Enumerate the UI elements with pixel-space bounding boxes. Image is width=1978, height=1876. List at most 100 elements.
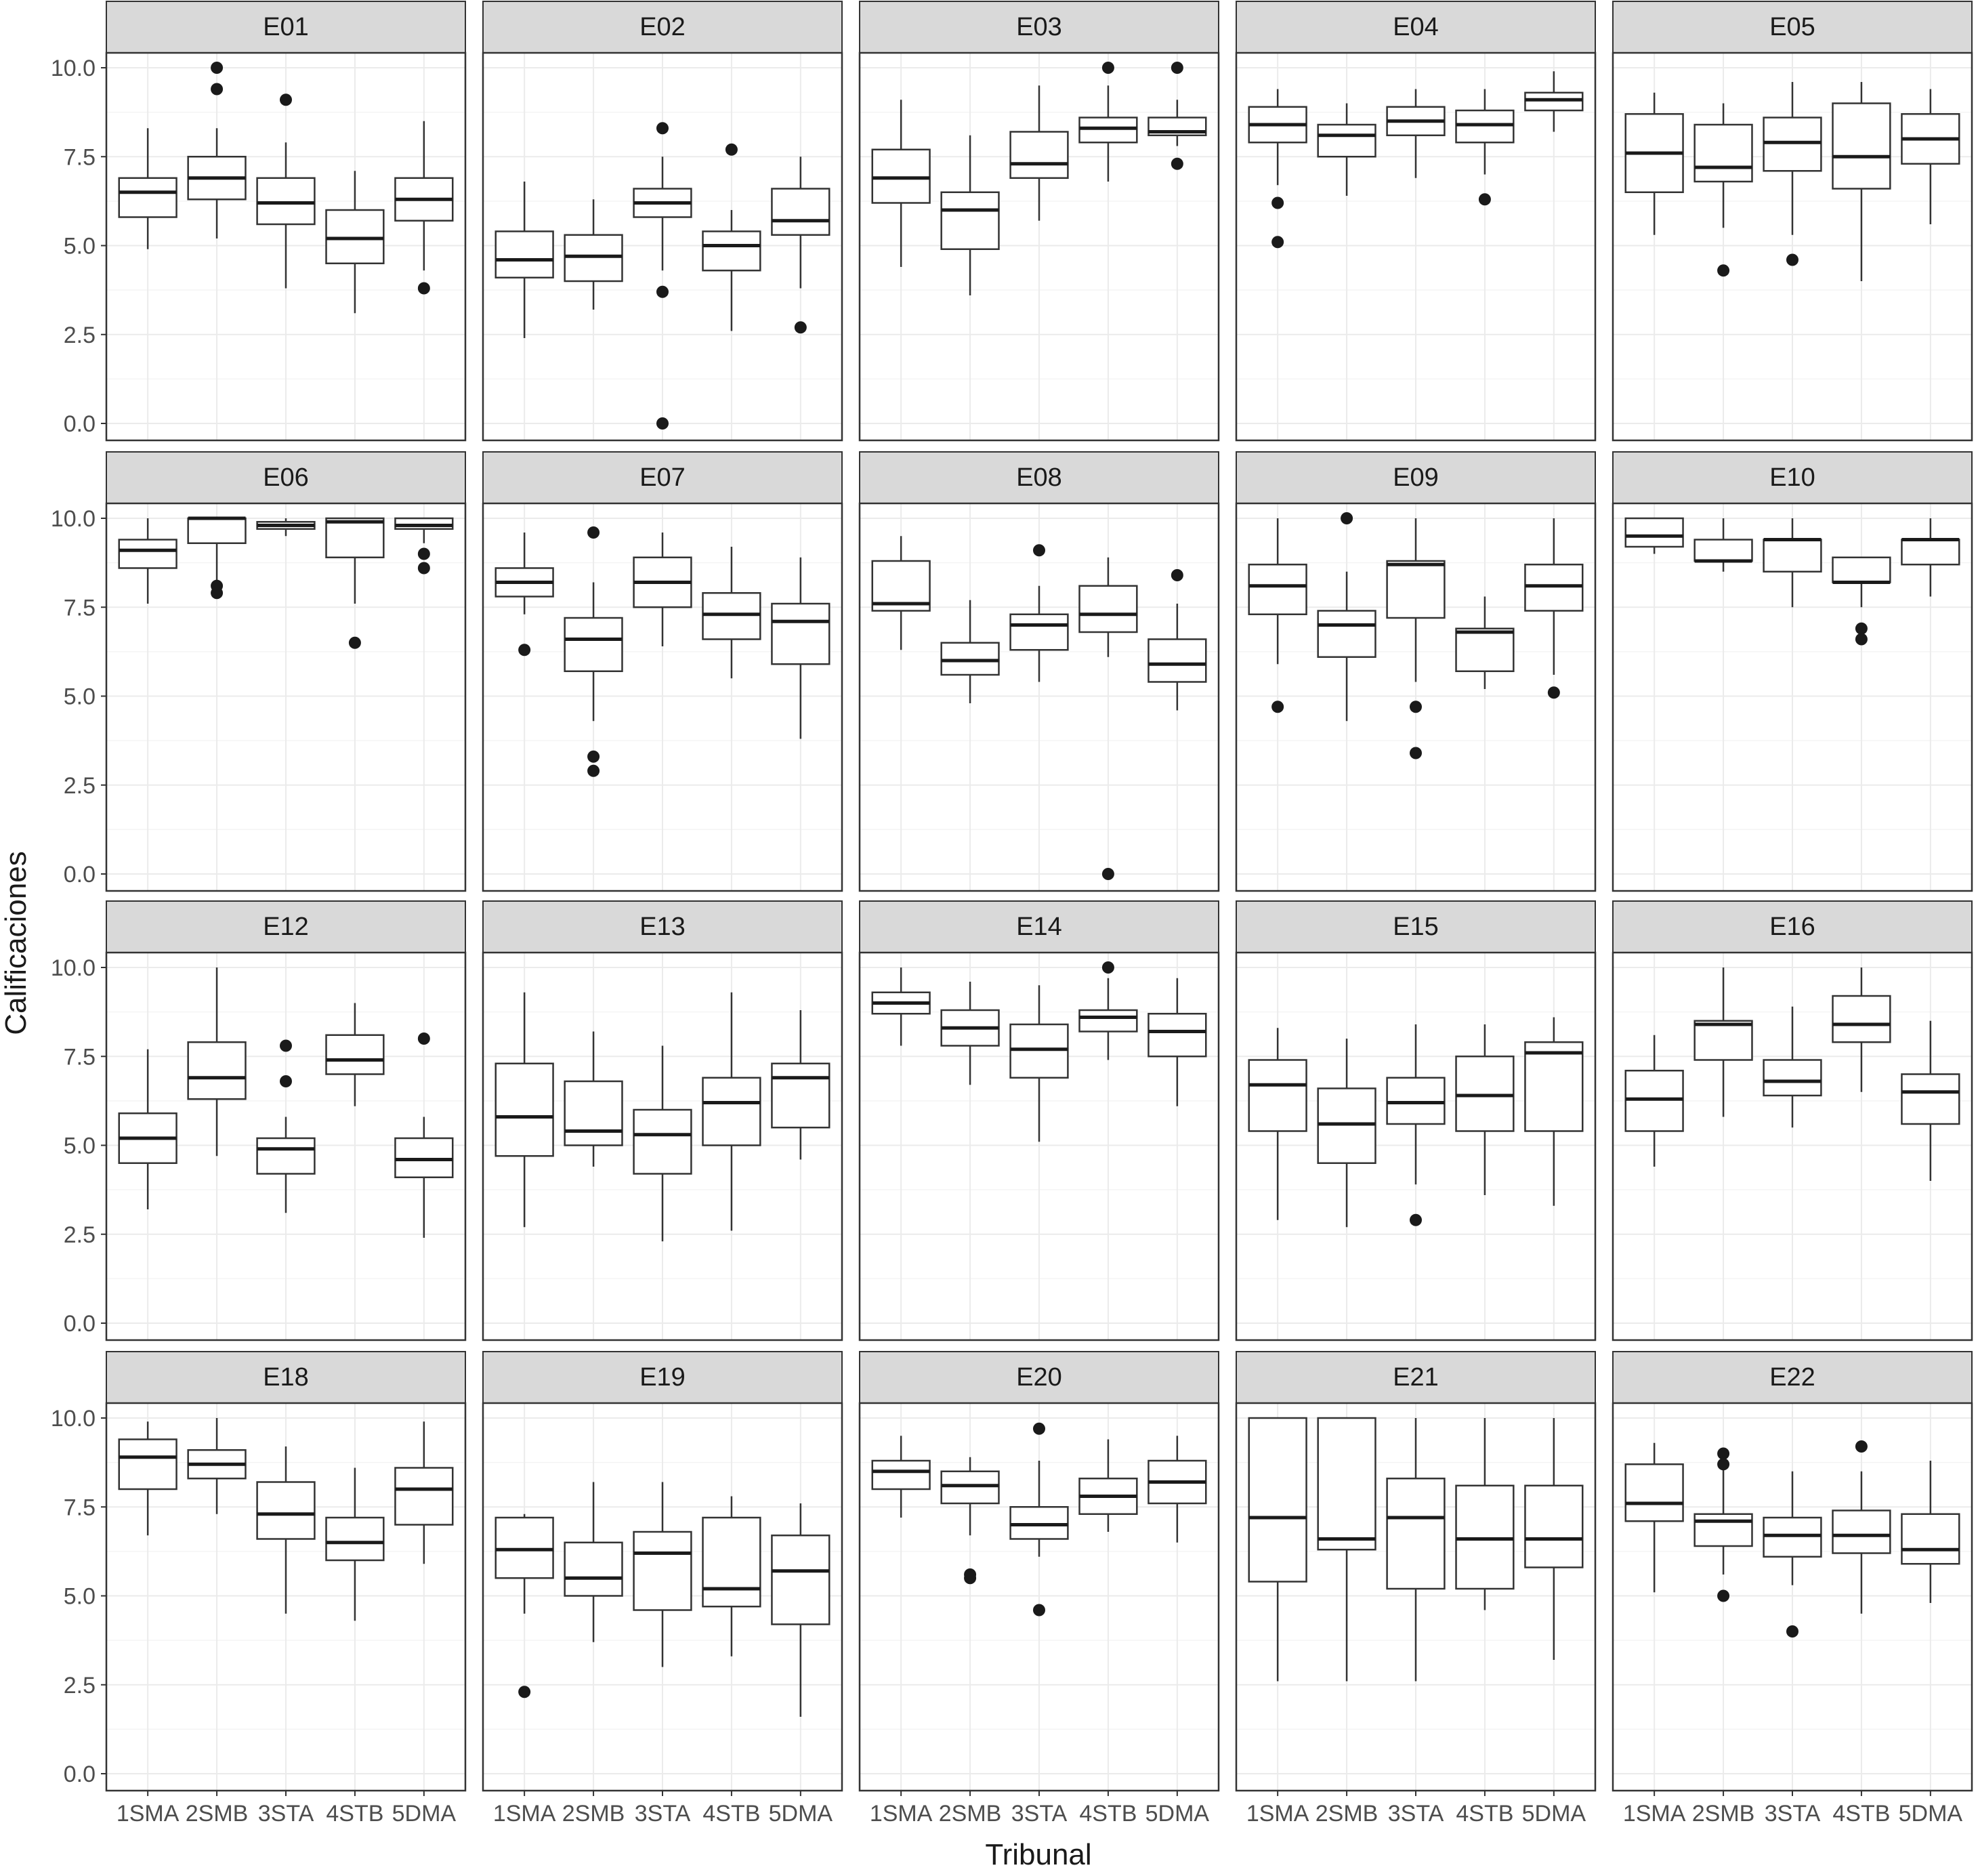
x-tick-label: 2SMB <box>1692 1801 1755 1827</box>
iqr-box <box>1524 1484 1584 1568</box>
outlier-point <box>1033 1422 1045 1435</box>
outlier-point <box>211 587 224 600</box>
box-5dma <box>1148 978 1207 1106</box>
box-2smb <box>564 199 623 310</box>
iqr-box <box>1009 1023 1069 1079</box>
box-5dma <box>394 517 454 575</box>
box-4stb <box>702 143 761 331</box>
facet-panel-e09: E09 <box>1235 451 1597 892</box>
iqr-box <box>1455 1056 1515 1132</box>
iqr-box <box>1455 1484 1515 1590</box>
box-3sta <box>1763 82 1822 266</box>
box-1sma <box>871 967 931 1046</box>
box-4stb <box>325 1003 385 1106</box>
y-tick-label: 2.5 <box>64 1222 96 1248</box>
outlier-point <box>1171 569 1183 581</box>
outlier-point <box>794 321 807 334</box>
iqr-box <box>1078 117 1138 144</box>
x-tick-label: 3STA <box>1011 1801 1068 1827</box>
facet-strip <box>859 900 1219 953</box>
outlier-point <box>280 1039 292 1052</box>
outlier-point <box>211 62 224 74</box>
facet-panel-e08: E08 <box>858 451 1220 892</box>
box-5dma <box>1524 71 1584 132</box>
facet-panel-e03: E03 <box>858 1 1220 442</box>
iqr-box <box>325 1034 385 1075</box>
outlier-point <box>1786 253 1798 266</box>
x-tick-label: 1SMA <box>870 1801 933 1827</box>
box-2smb <box>1317 1417 1376 1682</box>
facet-panel-e06: E06 0.0 2.5 5.0 7.5 10.0 <box>51 451 467 892</box>
box-1sma <box>494 182 554 338</box>
iqr-box <box>1901 1513 1960 1565</box>
facet-strip-label: E15 <box>1393 913 1439 941</box>
facet-panel-e15: E15 <box>1235 900 1597 1341</box>
x-tick-label: 3STA <box>635 1801 691 1827</box>
facet-strip-label: E20 <box>1016 1363 1062 1392</box>
facet-strip <box>106 1351 466 1404</box>
facet-panel-e13: E13 <box>482 900 843 1341</box>
outlier-point <box>1033 1604 1045 1617</box>
box-4stb <box>1832 1440 1891 1614</box>
outlier-point <box>1271 236 1284 249</box>
y-tick-label: 7.5 <box>64 1495 96 1520</box>
box-4stb <box>1078 961 1138 1060</box>
facet-panel-e19: E19 1SMA 2SMB 3STA 4STB 5DMA <box>482 1351 843 1827</box>
iqr-box <box>1901 1073 1960 1125</box>
x-tick-label: 2SMB <box>939 1801 1002 1827</box>
box-1sma <box>118 1421 177 1536</box>
panel-border <box>858 951 1220 1341</box>
outlier-point <box>1410 1213 1422 1226</box>
iqr-box <box>1832 556 1891 583</box>
iqr-box <box>325 1516 385 1562</box>
box-5dma <box>1148 569 1207 711</box>
iqr-box <box>564 234 623 283</box>
box-2smb <box>940 1457 1000 1585</box>
box-2smb <box>187 967 247 1156</box>
facet-strip <box>1612 900 1973 953</box>
outlier-point <box>518 1686 531 1698</box>
box-3sta <box>1009 985 1069 1142</box>
iqr-box <box>633 1530 692 1611</box>
box-3sta <box>633 1045 692 1242</box>
iqr-box <box>1763 1059 1822 1097</box>
x-tick-label: 4STB <box>326 1801 383 1827</box>
box-1sma <box>118 128 177 249</box>
iqr-box <box>394 1467 454 1526</box>
box-5dma <box>1901 89 1960 224</box>
x-tick-label: 3STA <box>258 1801 314 1827</box>
outlier-point <box>587 750 600 763</box>
box-4stb <box>1078 1439 1138 1532</box>
box-4stb <box>702 547 761 679</box>
outlier-point <box>1547 686 1560 699</box>
y-tick-label: 10.0 <box>51 56 96 81</box>
y-tick-label: 10.0 <box>51 506 96 532</box>
box-1sma <box>1248 89 1307 249</box>
iqr-box <box>564 1541 623 1597</box>
box-2smb <box>187 516 247 600</box>
outlier-point <box>656 417 669 430</box>
facet-panel-e10: E10 <box>1612 451 1973 892</box>
box-3sta <box>633 122 692 430</box>
outlier-point <box>964 1572 977 1585</box>
facet-panel-e05: E05 <box>1612 1 1973 442</box>
iqr-box <box>494 1062 554 1157</box>
facet-strip <box>1612 1 1973 54</box>
y-tick-label: 2.5 <box>64 773 96 799</box>
outlier-point <box>1271 701 1284 713</box>
iqr-box <box>1624 1463 1684 1522</box>
panel-border <box>482 51 843 442</box>
box-2smb <box>1317 512 1376 722</box>
outlier-point <box>656 285 669 298</box>
x-tick-label: 3STA <box>1765 1801 1821 1827</box>
box-1sma <box>871 536 931 650</box>
iqr-box <box>1524 1041 1584 1132</box>
box-5dma <box>1901 1020 1960 1181</box>
x-tick-label: 5DMA <box>769 1801 833 1827</box>
facet-strip <box>482 1 843 54</box>
iqr-box <box>1524 91 1584 112</box>
x-tick-label: 1SMA <box>117 1801 180 1827</box>
iqr-box <box>118 177 177 218</box>
facet-strip-label: E13 <box>639 913 686 941</box>
facet-strip-label: E09 <box>1393 463 1439 492</box>
